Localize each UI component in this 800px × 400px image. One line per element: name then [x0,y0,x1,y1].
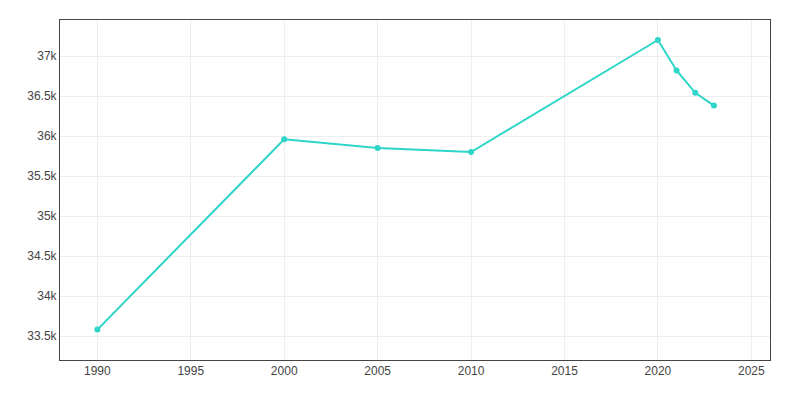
svg-text:2020: 2020 [645,364,672,378]
svg-text:34.5k: 34.5k [27,249,57,263]
svg-text:33.5k: 33.5k [27,329,57,343]
svg-text:2000: 2000 [271,364,298,378]
svg-text:2015: 2015 [551,364,578,378]
svg-text:2010: 2010 [458,364,485,378]
svg-text:1995: 1995 [177,364,204,378]
svg-text:2025: 2025 [738,364,765,378]
svg-text:37k: 37k [37,49,57,63]
svg-text:35.5k: 35.5k [27,169,57,183]
svg-text:1990: 1990 [84,364,111,378]
svg-text:36.5k: 36.5k [27,89,57,103]
svg-text:34k: 34k [37,289,57,303]
svg-text:35k: 35k [37,209,57,223]
svg-text:2005: 2005 [364,364,391,378]
svg-text:36k: 36k [37,129,57,143]
